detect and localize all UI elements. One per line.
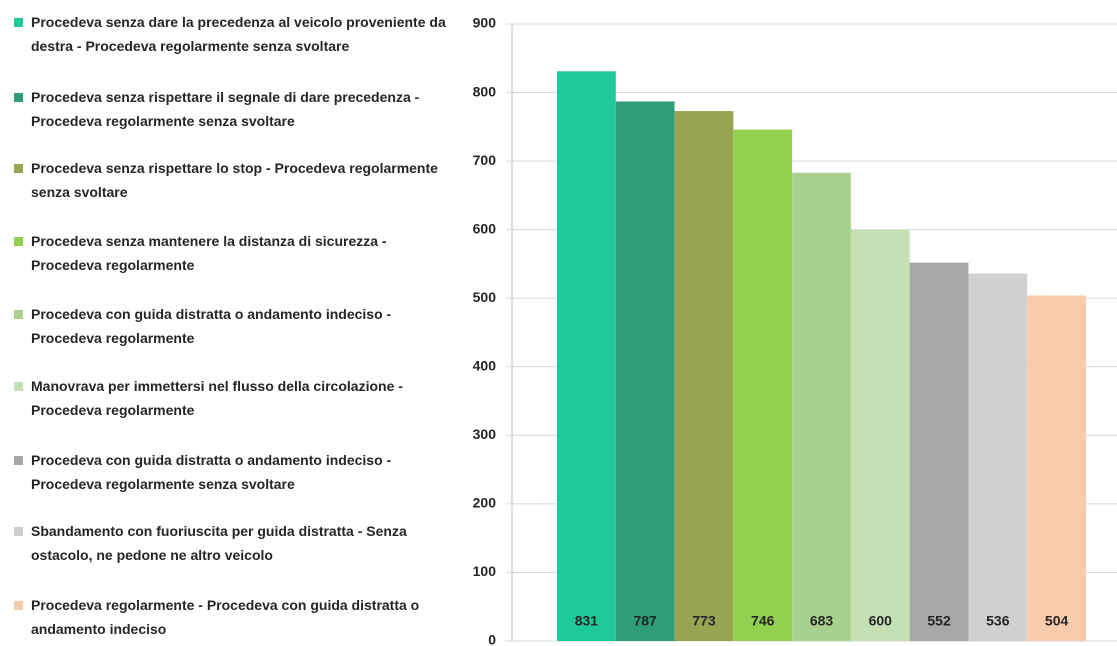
bar [733, 129, 793, 641]
legend-swatch [14, 93, 23, 102]
legend-swatch [14, 310, 23, 319]
legend-item: Procedeva con guida distratta o andament… [14, 302, 454, 350]
data-label: 552 [927, 613, 951, 629]
legend-item: Manovrava per immettersi nel flusso dell… [14, 374, 454, 422]
legend-swatch [14, 527, 23, 536]
y-tick-label: 900 [473, 15, 497, 31]
legend-label: Procedeva con guida distratta o andament… [31, 306, 392, 346]
bar [850, 229, 910, 641]
y-tick-label: 0 [488, 632, 496, 646]
legend-item: Procedeva senza rispettare il segnale di… [14, 85, 454, 133]
legend-item: Procedeva senza mantenere la distanza di… [14, 229, 454, 277]
legend-item: Procedeva con guida distratta o andament… [14, 448, 454, 496]
data-label: 831 [575, 613, 599, 629]
legend-item: Procedeva senza rispettare lo stop - Pro… [14, 156, 454, 204]
y-tick-label: 400 [473, 357, 497, 373]
legend-item: Procedeva regolarmente - Procedeva con g… [14, 593, 454, 641]
bar [968, 273, 1028, 641]
legend-label: Procedeva senza rispettare lo stop - Pro… [31, 160, 438, 200]
data-label: 746 [751, 613, 775, 629]
legend-item: Procedeva senza dare la precedenza al ve… [14, 10, 454, 58]
legend-label: Procedeva senza rispettare il segnale di… [31, 89, 420, 129]
data-label: 600 [869, 613, 893, 629]
legend-swatch [14, 164, 23, 173]
bar [674, 111, 734, 641]
data-label: 504 [1045, 613, 1069, 629]
bar [792, 172, 851, 641]
y-tick-label: 200 [473, 495, 497, 511]
legend-swatch [14, 456, 23, 465]
legend-swatch [14, 18, 23, 27]
bar [909, 262, 969, 641]
y-tick-label: 600 [473, 220, 497, 236]
data-label: 683 [810, 613, 834, 629]
legend-label: Sbandamento con fuoriuscita per guida di… [31, 523, 407, 563]
bar [1027, 295, 1086, 641]
y-tick-label: 700 [473, 152, 497, 168]
legend-label: Procedeva senza dare la precedenza al ve… [31, 14, 446, 54]
legend-swatch [14, 382, 23, 391]
legend-swatch [14, 601, 23, 610]
bar [557, 71, 616, 641]
bar [615, 101, 675, 642]
legend-swatch [14, 237, 23, 246]
y-tick-label: 300 [473, 426, 497, 442]
data-label: 787 [633, 613, 657, 629]
legend-label: Procedeva regolarmente - Procedeva con g… [31, 597, 420, 637]
data-label: 773 [692, 613, 716, 629]
y-tick-label: 500 [473, 289, 497, 305]
legend-label: Manovrava per immettersi nel flusso dell… [31, 378, 403, 418]
y-tick-label: 800 [473, 83, 497, 99]
legend-label: Procedeva con guida distratta o andament… [31, 452, 392, 492]
data-label: 536 [986, 613, 1010, 629]
legend-label: Procedeva senza mantenere la distanza di… [31, 233, 387, 273]
legend-item: Sbandamento con fuoriuscita per guida di… [14, 519, 454, 567]
y-tick-label: 100 [473, 563, 497, 579]
